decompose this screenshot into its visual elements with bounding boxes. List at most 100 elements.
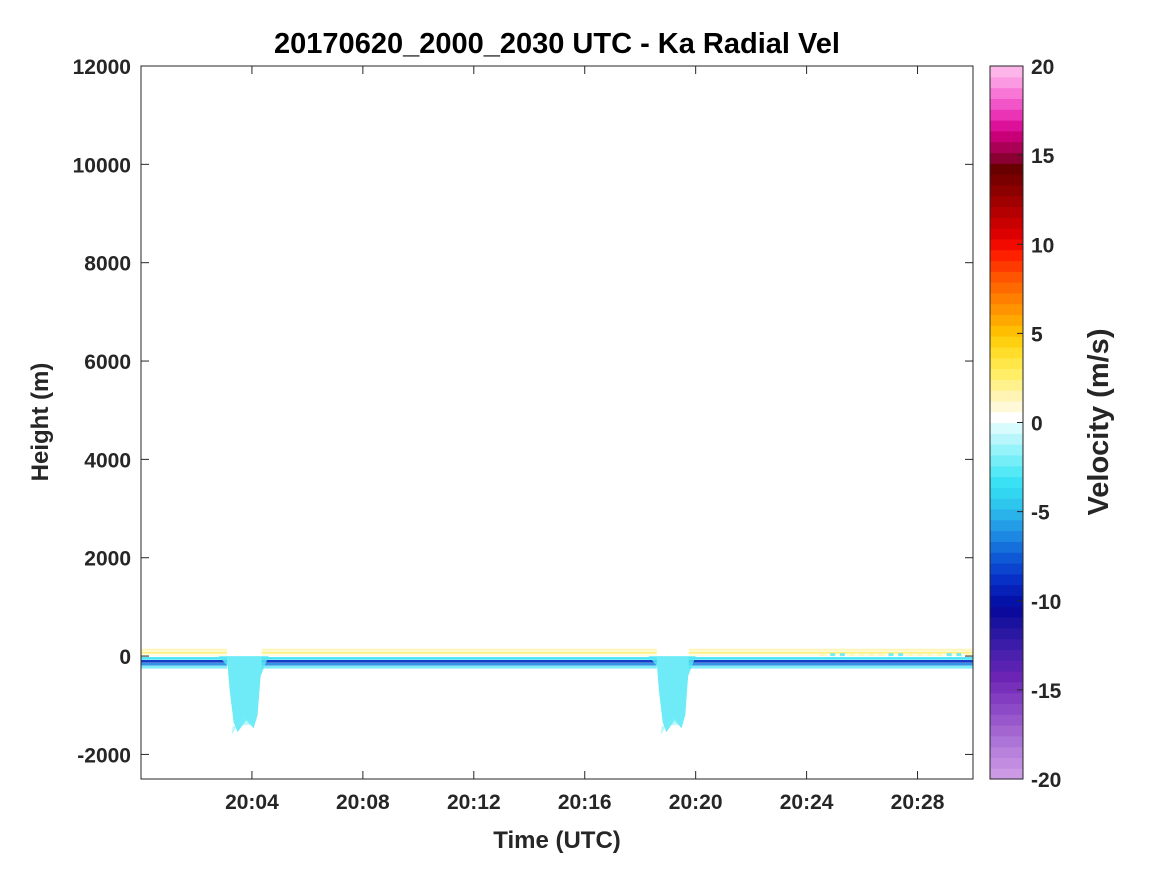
colorbar-tick-label: -15 — [1031, 680, 1062, 703]
colorbar-segment — [990, 433, 1023, 445]
velocity-cell — [907, 653, 913, 657]
y-axis-title: Height (m) — [27, 363, 54, 482]
x-tick-label: 20:16 — [558, 791, 612, 814]
colorbar-segment — [990, 238, 1023, 251]
colorbar-segment — [990, 422, 1023, 434]
colorbar-segment — [990, 476, 1023, 488]
colorbar-segment — [990, 346, 1023, 359]
plot-area — [141, 66, 973, 779]
colorbar-tick-label: -10 — [1031, 591, 1061, 614]
velocity-dip-core — [660, 715, 683, 736]
y-tick-label: 6000 — [84, 351, 131, 374]
velocity-band-lower — [141, 665, 227, 669]
colorbar-segment — [990, 282, 1023, 294]
colorbar-segment — [990, 249, 1023, 262]
colorbar-segment — [990, 357, 1023, 370]
colorbar-segment — [990, 174, 1023, 186]
colorbar — [990, 66, 1023, 780]
x-tick-label: 20:12 — [447, 791, 501, 814]
colorbar-segment — [990, 627, 1023, 640]
colorbar-segment — [990, 217, 1023, 229]
colorbar-segment — [990, 724, 1023, 737]
colorbar-segment — [990, 141, 1023, 154]
velocity-band-upper — [261, 654, 657, 657]
y-tick-label: 4000 — [84, 449, 131, 472]
colorbar-segment — [990, 163, 1023, 175]
colorbar-segment — [990, 768, 1023, 780]
colorbar-segment — [990, 206, 1023, 218]
velocity-dip — [648, 656, 696, 733]
colorbar-segment — [990, 292, 1023, 305]
colorbar-tick-label: 20 — [1031, 56, 1054, 79]
colorbar-segment — [990, 444, 1023, 456]
velocity-band-upper — [688, 645, 973, 648]
velocity-band-lower — [261, 660, 657, 663]
velocity-dip — [218, 656, 269, 733]
colorbar-segment — [990, 552, 1023, 564]
velocity-cell — [859, 653, 865, 657]
colorbar-tick-label: 15 — [1031, 145, 1055, 168]
colorbar-segment — [990, 260, 1023, 272]
velocity-band-lower — [141, 657, 227, 660]
x-tick-label: 20:20 — [669, 791, 723, 814]
colorbar-segment — [990, 87, 1023, 100]
colorbar-segment — [990, 336, 1023, 348]
colorbar-segment — [990, 757, 1023, 769]
colorbar-segment — [990, 465, 1023, 478]
velocity-cell — [936, 653, 942, 657]
colorbar-segment — [990, 606, 1023, 618]
velocity-band-upper — [261, 651, 657, 654]
velocity-band-lower — [261, 657, 657, 660]
colorbar-title: Velocity (m/s) — [1083, 329, 1115, 516]
x-tick-label: 20:28 — [891, 791, 945, 814]
velocity-band-lower — [261, 662, 657, 666]
colorbar-segment — [990, 228, 1023, 240]
colorbar-segment — [990, 109, 1023, 121]
y-tick-label: 10000 — [73, 154, 131, 177]
velocity-band-upper — [141, 645, 227, 648]
colorbar-segment — [990, 184, 1023, 197]
colorbar-segment — [990, 195, 1023, 208]
velocity-cell — [898, 653, 904, 657]
y-tick-label: 2000 — [84, 548, 131, 571]
x-axis-title: Time (UTC) — [493, 827, 621, 854]
velocity-band-lower — [141, 660, 227, 663]
colorbar-segment — [990, 735, 1023, 748]
colorbar-segment — [990, 562, 1023, 575]
colorbar-tick-label: -5 — [1031, 502, 1050, 525]
x-axis-ticks: 20:04 20:08 20:12 20:16 20:20 20:24 20:28 — [225, 66, 945, 814]
colorbar-segment — [990, 325, 1023, 337]
colorbar-segment — [990, 616, 1023, 629]
colorbar-segment — [990, 714, 1023, 726]
colorbar-segment — [990, 681, 1023, 694]
colorbar-segment — [990, 411, 1023, 424]
colorbar-tick-label: 10 — [1031, 234, 1054, 257]
colorbar-segment — [990, 638, 1023, 650]
velocity-band-upper — [141, 648, 227, 651]
x-tick-label: 20:08 — [336, 791, 390, 814]
colorbar-segment — [990, 76, 1023, 89]
velocity-band-upper — [141, 654, 227, 657]
velocity-dip-core — [231, 715, 255, 736]
velocity-cell — [927, 653, 933, 657]
colorbar-segment — [990, 519, 1023, 532]
y-axis-ticks: -2000 0 2000 4000 6000 8000 10000 12000 — [73, 56, 973, 767]
colorbar-segment — [990, 66, 1023, 78]
velocity-cell — [917, 653, 923, 657]
velocity-cell — [888, 653, 894, 657]
colorbar-segment — [990, 368, 1023, 380]
y-tick-label: 8000 — [84, 253, 131, 276]
colorbar-segment — [990, 584, 1023, 596]
colorbar-tick-label: 0 — [1031, 413, 1043, 436]
velocity-band-upper — [688, 648, 973, 651]
colorbar-segment — [990, 400, 1023, 413]
colorbar-segment — [990, 692, 1023, 704]
colorbar-segment — [990, 390, 1023, 402]
velocity-band-lower — [141, 662, 227, 666]
velocity-cell — [869, 653, 874, 657]
colorbar-segment — [990, 703, 1023, 715]
colorbar-segment — [990, 498, 1023, 510]
colorbar-ticks: -20 -15 -10 -5 0 5 10 15 20 — [1017, 56, 1062, 792]
x-tick-label: 20:24 — [780, 791, 834, 814]
